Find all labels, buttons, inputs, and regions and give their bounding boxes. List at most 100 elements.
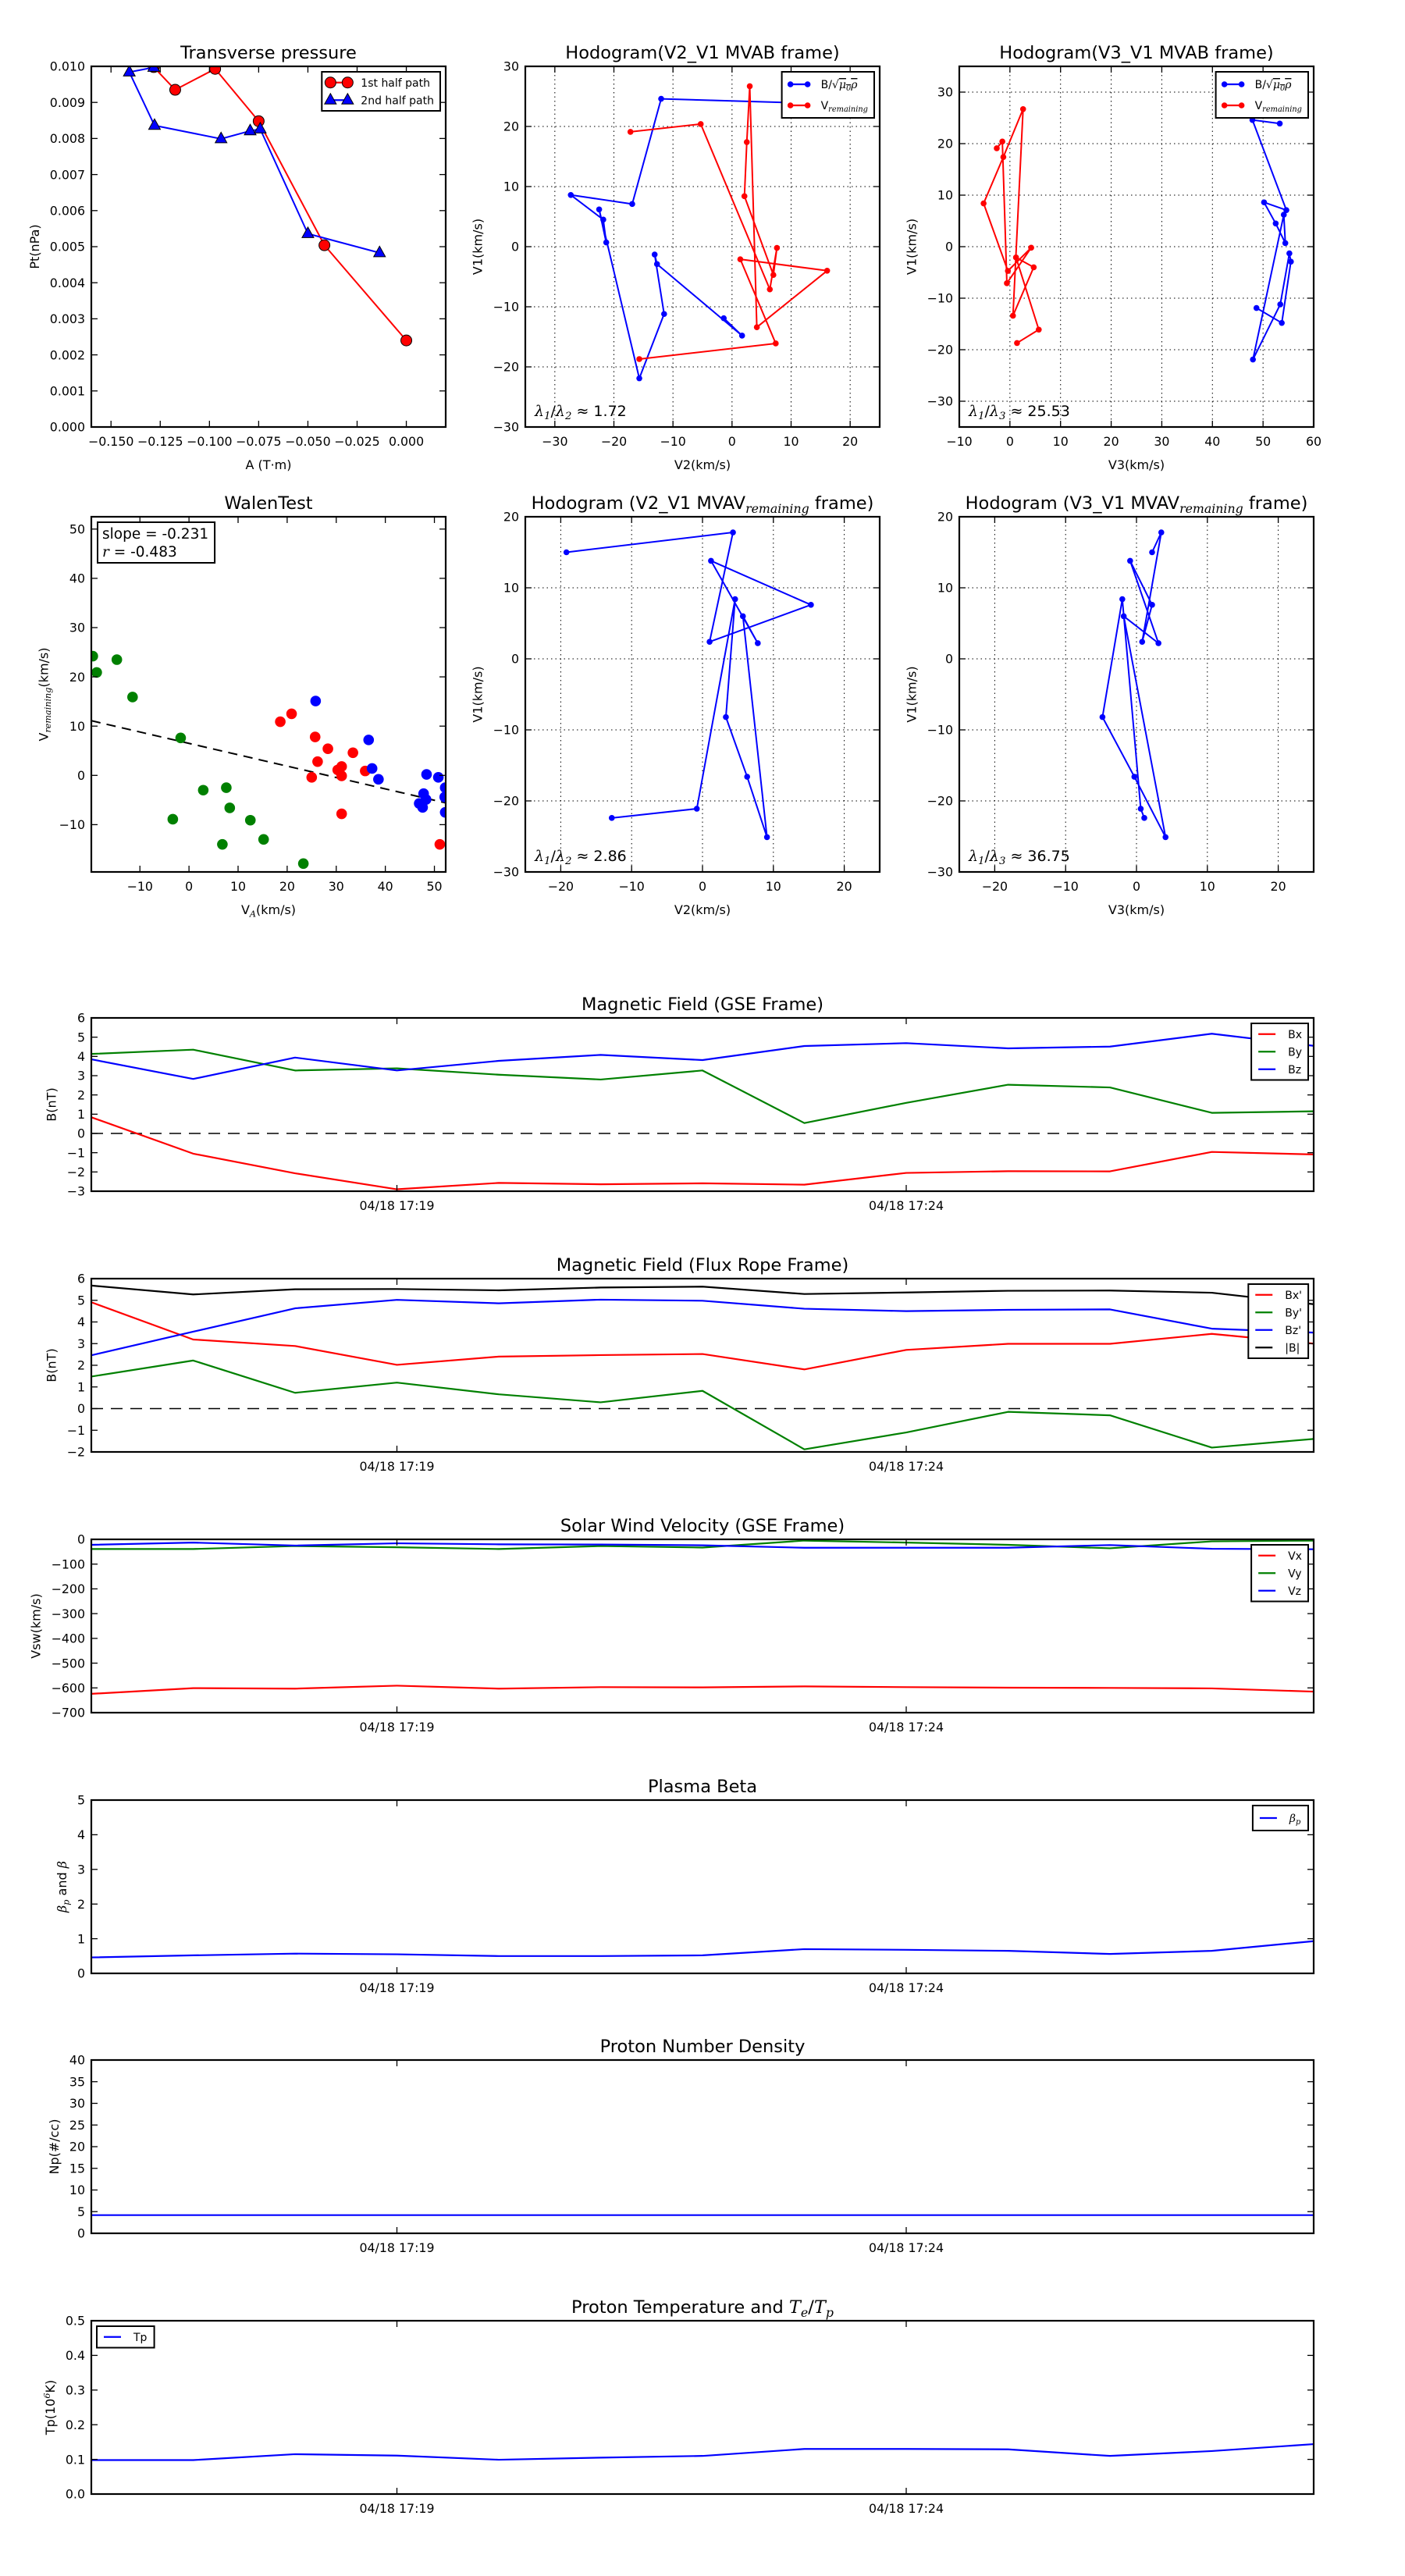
data-point [312, 756, 323, 767]
legend-label: Bx' [1285, 1290, 1302, 1302]
data-point [774, 244, 781, 251]
data-point [653, 261, 660, 268]
data-point [636, 356, 642, 362]
legend-label: 1st half path [361, 77, 430, 90]
series-line [128, 66, 380, 254]
series-line [91, 1033, 1314, 1080]
legend: Bx' By' Bz' |B| [1247, 1283, 1310, 1359]
x-tick-label: −10 [946, 434, 972, 449]
plot-area [980, 105, 1294, 363]
y-tick-label: −300 [52, 1606, 85, 1621]
legend-item-v-remaining [787, 102, 811, 109]
chart-title: Hodogram (V2_V1 MVAVremaining frame) [532, 493, 874, 516]
data-point [1286, 250, 1293, 257]
data-point [804, 102, 811, 109]
data-point [603, 239, 610, 246]
data-point [417, 802, 429, 813]
x-tick-label: 30 [1154, 434, 1169, 449]
y-axis-label: V1(km/s) [471, 219, 486, 275]
x-tick-label: 04/18 17:19 [359, 2501, 434, 2516]
data-point [221, 782, 232, 793]
data-point [1036, 326, 1042, 333]
y-tick-label: 30 [69, 2096, 85, 2111]
x-tick-label: 10 [1053, 434, 1069, 449]
y-tick-label: 6 [77, 1272, 85, 1286]
data-point [1139, 639, 1146, 645]
axes-frame [90, 515, 447, 873]
data-point [336, 770, 347, 781]
y-axis-label: B(nT) [44, 1348, 59, 1382]
data-point [697, 121, 704, 127]
chart-title: WalenTest [224, 493, 312, 514]
grid [525, 66, 880, 427]
legend-item-v-remaining [1221, 102, 1245, 109]
series-line [91, 2443, 1314, 2461]
axes-frame [90, 2319, 1315, 2496]
series-line [91, 1284, 1314, 1305]
x-tick-label: 20 [1104, 434, 1119, 449]
y-tick-label: 5 [77, 1030, 85, 1044]
axis-ticks: −20 −10 0 10 20 −30 −20 −10 0 10 20 [927, 510, 1314, 894]
y-tick-label: 3 [77, 1862, 85, 1877]
y-tick-label: −500 [52, 1656, 85, 1670]
data-point [439, 806, 446, 818]
data-point [753, 324, 760, 330]
chart-hodogram-v2-v1-mvav: −20 −10 0 10 20 −30 −20 −10 0 10 20 Hodogram (V2_V1… [471, 493, 881, 917]
y-tick-label: −600 [52, 1681, 85, 1695]
y-tick-label: 20 [503, 119, 519, 134]
axis-ticks: −10 0 10 20 30 40 50 60 −30 −20 −10 0 10 20 30 [927, 66, 1321, 449]
data-point [706, 639, 713, 645]
x-tick-label: 04/18 17:24 [869, 1980, 944, 1995]
data-point [708, 557, 714, 564]
data-point [746, 83, 753, 90]
data-point [1131, 774, 1138, 780]
data-point [1238, 81, 1245, 87]
series-group-2 [275, 708, 446, 850]
x-tick-label: 10 [230, 879, 246, 894]
data-point [1155, 640, 1161, 646]
data-point [434, 838, 446, 850]
y-tick-label: 40 [69, 571, 85, 586]
y-tick-label: 2 [77, 1897, 85, 1912]
plot-area [123, 66, 413, 347]
data-point [1028, 244, 1034, 251]
data-point [567, 191, 574, 198]
y-tick-label: 1 [77, 1107, 85, 1122]
y-tick-label: 4 [77, 1827, 85, 1842]
y-tick-label: −1 [67, 1145, 85, 1160]
y-axis-label: Vsw(km/s) [29, 1593, 44, 1658]
y-tick-label: 4 [77, 1049, 85, 1064]
data-point [322, 743, 333, 755]
chart-title: Magnetic Field (Flux Rope Frame) [557, 1255, 849, 1276]
y-tick-label: 10 [69, 2183, 85, 2197]
y-tick-label: −700 [52, 1706, 85, 1720]
data-point [804, 81, 811, 87]
data-point [738, 333, 745, 339]
axis-ticks: 04/18 17:19 04/18 17:24 0.0 0.1 0.2 0.3 0.4 0.5 [66, 2314, 1314, 2516]
x-tick-label: −20 [548, 879, 574, 894]
y-tick-label: 3 [77, 1069, 85, 1083]
data-point [167, 813, 179, 825]
data-point [275, 716, 286, 728]
data-point [1127, 557, 1133, 564]
legend-frame [781, 71, 875, 119]
y-tick-label: −2 [67, 1165, 85, 1179]
y-tick-label: 15 [69, 2161, 85, 2176]
y-tick-label: 0.002 [50, 347, 85, 362]
data-point [1277, 301, 1283, 308]
y-tick-label: 10 [503, 581, 519, 596]
data-point [1253, 304, 1260, 311]
data-point [767, 286, 774, 293]
y-tick-label: 1 [77, 1379, 85, 1394]
x-tick-label: 0.000 [389, 434, 424, 449]
y-tick-label: 5 [77, 1793, 85, 1808]
x-tick-label: 30 [329, 879, 344, 894]
plot-area [91, 1033, 1314, 1190]
plot-area [91, 1284, 1314, 1450]
legend-frame [1247, 1283, 1310, 1359]
axis-ticks: 04/18 17:19 04/18 17:24 −2 −1 0 1 2 3 4 5 6 [67, 1272, 1314, 1474]
series-bz [91, 1033, 1314, 1080]
series-group-1 [563, 529, 814, 841]
data-point [1099, 713, 1106, 720]
chart-title: Magnetic Field (GSE Frame) [582, 994, 823, 1015]
